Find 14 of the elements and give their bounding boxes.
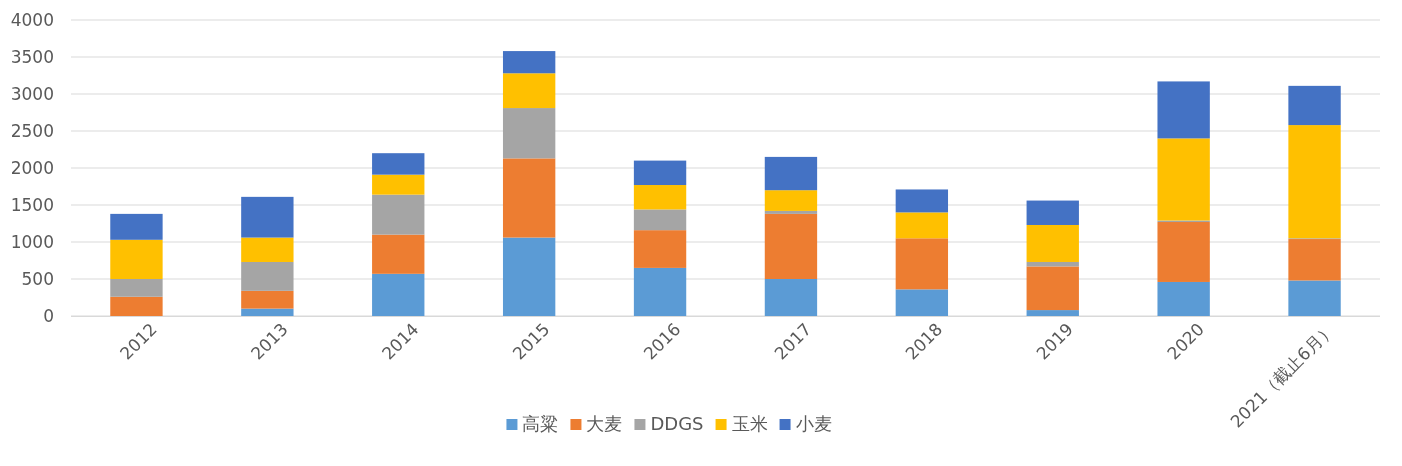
y-tick-label: 1500: [10, 194, 54, 215]
y-tick-label: 500: [21, 268, 54, 289]
y-tick-label: 3500: [10, 46, 54, 67]
legend-label: 大麦: [586, 413, 623, 435]
legend-label: 高粱: [522, 413, 559, 435]
y-tick-label: 3000: [10, 83, 54, 104]
y-tick-label: 2000: [10, 157, 54, 178]
legend-label: 玉米: [731, 413, 768, 435]
y-tick-label: 0: [43, 305, 54, 326]
legend-label: DDGS: [650, 413, 704, 435]
y-tick-label: 1000: [10, 231, 54, 252]
y-tick-label: 4000: [10, 9, 54, 30]
y-tick-label: 2500: [10, 120, 54, 141]
legend-label: 小麦: [795, 413, 832, 435]
